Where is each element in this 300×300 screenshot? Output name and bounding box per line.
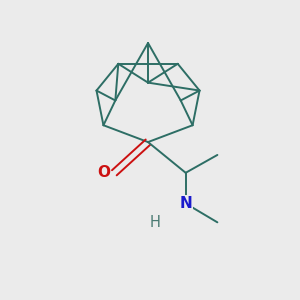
Text: O: O: [97, 165, 110, 180]
Text: N: N: [179, 196, 192, 211]
Text: H: H: [149, 215, 161, 230]
